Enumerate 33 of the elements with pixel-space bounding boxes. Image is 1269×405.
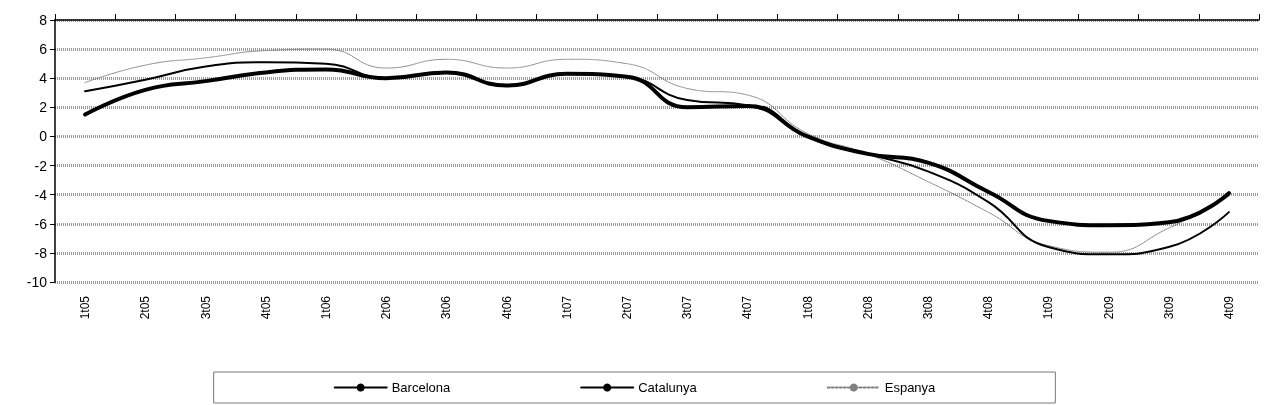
y-tick-label: -6 xyxy=(34,215,48,232)
x-tick-label: 3t08 xyxy=(920,295,935,320)
x-tick-label: 1t09 xyxy=(1041,295,1056,320)
x-tick-label: 4t07 xyxy=(740,295,755,320)
y-tick-label: 2 xyxy=(39,99,48,116)
x-tick-label: 1t07 xyxy=(559,295,574,320)
x-tick-label: 2t09 xyxy=(1101,295,1116,320)
y-tick-label: -4 xyxy=(34,186,48,203)
x-tick-label: 2t07 xyxy=(619,295,634,320)
x-tick-label: 2t08 xyxy=(860,295,875,320)
y-tick-label: 4 xyxy=(39,70,48,87)
x-tick-label: 3t09 xyxy=(1161,295,1176,320)
x-tick-label: 4t08 xyxy=(981,295,996,320)
x-tick-label: 4t05 xyxy=(258,295,273,320)
y-tick-label: -10 xyxy=(26,274,48,290)
y-tick-label: 8 xyxy=(39,12,48,28)
x-tick-label: 1t05 xyxy=(78,295,93,320)
y-tick-label: -8 xyxy=(34,244,48,261)
x-tick-label: 2t05 xyxy=(138,295,153,320)
y-tick-label: 6 xyxy=(39,41,48,58)
legend-label: Catalunya xyxy=(638,380,698,395)
y-tick-label: -2 xyxy=(34,157,48,174)
x-tick-label: 3t07 xyxy=(680,295,695,320)
y-tick-label: 0 xyxy=(39,128,48,145)
x-tick-label: 4t06 xyxy=(499,295,514,320)
x-tick-label: 3t05 xyxy=(198,295,213,320)
legend-label: Barcelona xyxy=(391,380,451,395)
x-tick-label: 1t06 xyxy=(318,295,333,320)
x-tick-label: 4t09 xyxy=(1221,295,1236,320)
legend-label: Espanya xyxy=(884,380,937,395)
x-tick-label: 3t06 xyxy=(439,295,454,320)
x-tick-label: 2t06 xyxy=(379,295,394,320)
x-tick-label: 1t08 xyxy=(800,295,815,320)
